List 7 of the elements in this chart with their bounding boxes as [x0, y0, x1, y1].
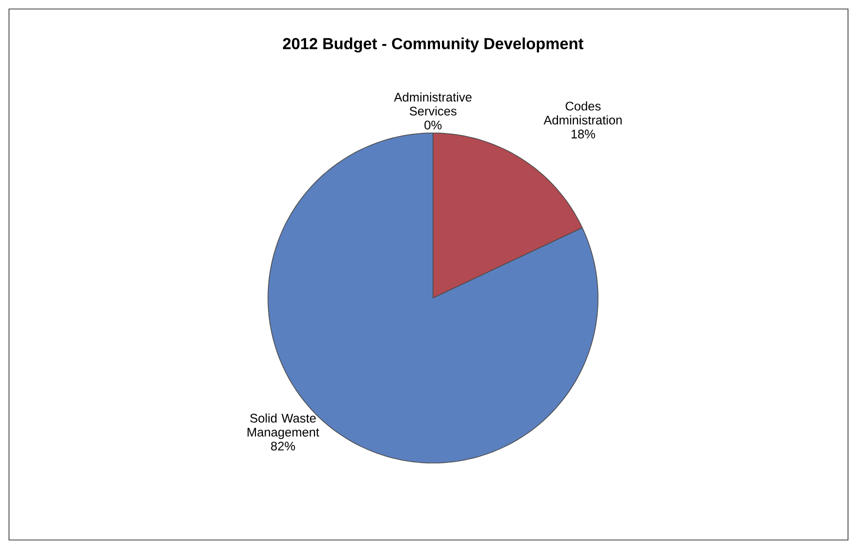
data-label: 82%	[271, 442, 295, 451]
category-label: Administrative Services	[394, 92, 472, 116]
slice-label: Codes Administration	[544, 101, 622, 125]
slice-label: Solid Waste Management	[248, 413, 320, 440]
chart-title: 2012 Budget - Community Development	[282, 38, 584, 52]
text: 0%	[424, 120, 442, 130]
data-label: 18%	[572, 130, 596, 138]
